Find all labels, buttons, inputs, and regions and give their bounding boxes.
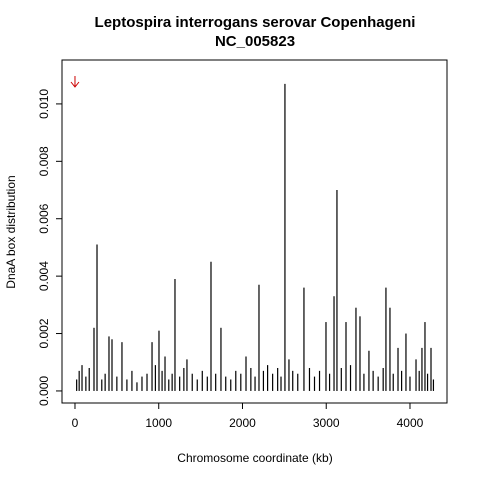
y-tick-label: 0.002 — [37, 318, 51, 348]
x-tick-label: 2000 — [229, 416, 256, 430]
chart-subtitle: NC_005823 — [215, 33, 295, 50]
x-tick-label: 0 — [72, 416, 79, 430]
plot-frame — [61, 59, 448, 404]
chart-title: Leptospira interrogans serovar Copenhage… — [95, 14, 416, 31]
origin-marker — [70, 76, 80, 88]
x-axis-label: Chromosome coordinate (kb) — [177, 451, 332, 465]
y-tick-label: 0.004 — [37, 261, 51, 291]
y-tick-label: 0.008 — [37, 146, 51, 176]
x-tick-label: 4000 — [397, 416, 424, 430]
y-tick-label: 0.010 — [37, 89, 51, 119]
x-tick-label: 3000 — [313, 416, 340, 430]
y-axis-label: DnaA box distribution — [4, 175, 18, 288]
x-tick-label: 1000 — [145, 416, 172, 430]
y-tick-label: 0.000 — [37, 376, 51, 406]
y-tick-label: 0.006 — [37, 203, 51, 233]
